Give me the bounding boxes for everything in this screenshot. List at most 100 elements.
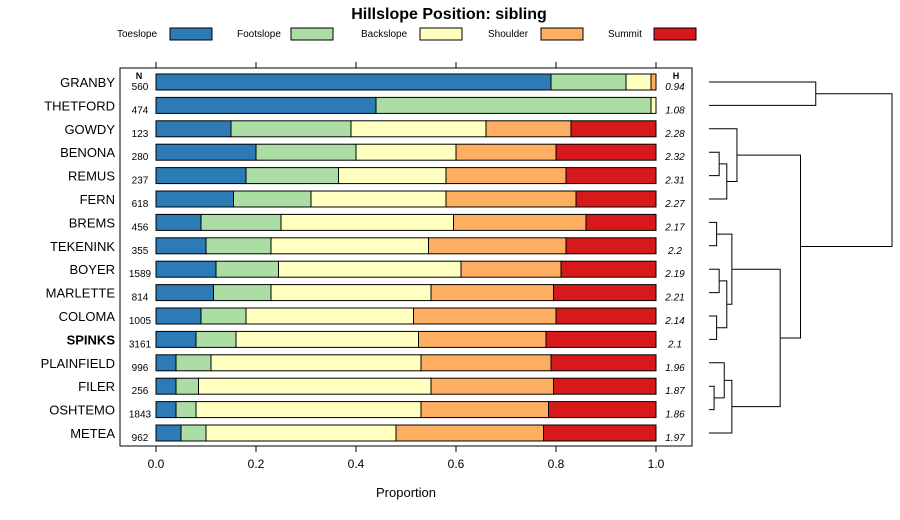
- category-label: TEKENINK: [50, 239, 115, 254]
- row-brems: BREMS 456 2.17: [69, 213, 685, 233]
- bar-segment-backslope: [278, 260, 462, 278]
- n-value: 474: [132, 105, 149, 116]
- h-value: 2.2: [667, 246, 682, 257]
- row-thetford: THETFORD 474 1.08: [44, 96, 685, 116]
- bar-segment-backslope: [245, 307, 414, 325]
- bar-segment-summit: [555, 143, 657, 161]
- bar-segment-summit: [553, 377, 657, 395]
- bar-segment-footslope: [175, 377, 199, 395]
- row-tekenink: TEKENINK 355 2.2: [50, 237, 682, 257]
- bar-segment-backslope: [270, 284, 432, 302]
- n-value: 280: [132, 152, 149, 163]
- legend-label-footslope: Footslope: [237, 29, 281, 40]
- bar-segment-summit: [565, 237, 657, 255]
- bar-segment-shoulder: [418, 330, 547, 348]
- n-value: 1843: [129, 410, 152, 421]
- n-value: 256: [132, 386, 149, 397]
- bar-segment-shoulder: [445, 167, 567, 185]
- n-value: 814: [132, 293, 149, 304]
- bar-segment-toeslope: [155, 307, 202, 325]
- n-value: 996: [132, 363, 149, 374]
- row-fern: FERN 618 2.27: [80, 190, 685, 210]
- bar-segment-summit: [585, 213, 657, 231]
- bar-segment-shoulder: [460, 260, 562, 278]
- bar-segment-backslope: [210, 354, 422, 372]
- bar-segment-summit: [565, 167, 657, 185]
- dendrogram-branch: [709, 315, 718, 340]
- category-label: COLOMA: [59, 309, 116, 324]
- h-value: 2.1: [667, 339, 682, 350]
- category-label: GRANBY: [60, 75, 115, 90]
- h-value: 1.08: [665, 105, 685, 116]
- dendrogram-branch: [709, 128, 738, 182]
- n-value: 962: [132, 433, 149, 444]
- bar-segment-toeslope: [155, 401, 177, 419]
- x-axis-label: Proportion: [376, 485, 436, 500]
- dendrogram-branch: [709, 362, 725, 399]
- n-value: 560: [132, 82, 149, 93]
- bar-segment-backslope: [625, 73, 652, 91]
- bar-segment-toeslope: [155, 260, 217, 278]
- x-tick-label: 0.2: [248, 457, 265, 471]
- bar-segment-summit: [575, 190, 657, 208]
- row-gowdy: GOWDY 123 2.28: [64, 120, 685, 140]
- row-filer: FILER 256 1.87: [78, 377, 685, 397]
- h-header: H: [673, 71, 680, 81]
- h-value: 2.31: [664, 176, 684, 187]
- row-oshtemo: OSHTEMO 1843 1.86: [49, 401, 685, 421]
- bar-segment-backslope: [650, 96, 657, 114]
- dendrogram: [709, 81, 893, 434]
- bar-segment-shoulder: [455, 143, 557, 161]
- bar-segment-shoulder: [453, 213, 587, 231]
- bar-segment-summit: [543, 424, 657, 442]
- bar-segment-summit: [553, 284, 657, 302]
- plot-panel: [119, 67, 693, 447]
- bar-segment-shoulder: [485, 120, 572, 138]
- row-granby: GRANBY 560 0.94: [60, 73, 685, 93]
- legend-label-toeslope: Toeslope: [117, 29, 157, 40]
- row-marlette: MARLETTE 814 2.21: [46, 284, 685, 304]
- bar-segment-footslope: [233, 190, 312, 208]
- dendrogram-branch: [736, 154, 801, 339]
- bar-segment-summit: [545, 330, 657, 348]
- bar-segment-shoulder: [395, 424, 544, 442]
- bar-segment-toeslope: [155, 73, 552, 91]
- h-value: 0.94: [665, 82, 685, 93]
- bar-segment-backslope: [310, 190, 447, 208]
- bar-segment-toeslope: [155, 96, 377, 114]
- n-value: 237: [132, 176, 149, 187]
- category-label: THETFORD: [44, 98, 115, 113]
- bar-segment-backslope: [338, 167, 447, 185]
- x-tick-label: 1.0: [648, 457, 665, 471]
- x-tick-label: 0.0: [148, 457, 165, 471]
- bar-segment-summit: [570, 120, 657, 138]
- chart-title: Hillslope Position: sibling: [351, 6, 547, 23]
- dendrogram-branch: [709, 221, 718, 247]
- bar-segment-toeslope: [155, 424, 182, 442]
- category-label: GOWDY: [64, 122, 115, 137]
- category-label: SPINKS: [67, 332, 116, 347]
- n-value: 123: [132, 129, 149, 140]
- n-value: 618: [132, 199, 149, 210]
- legend-swatch-backslope: [419, 27, 463, 41]
- h-value: 2.28: [664, 129, 685, 140]
- category-label: BENONA: [60, 145, 115, 160]
- h-value: 2.21: [664, 293, 684, 304]
- row-spinks: SPINKS 3161 2.1: [67, 330, 682, 350]
- h-value: 2.17: [664, 222, 685, 233]
- bar-segment-toeslope: [155, 330, 197, 348]
- row-coloma: COLOMA 1005 2.14: [59, 307, 685, 327]
- category-label: BREMS: [69, 215, 116, 230]
- category-label: PLAINFIELD: [41, 356, 115, 371]
- bar-segment-summit: [555, 307, 657, 325]
- h-value: 2.32: [664, 152, 685, 163]
- bar-segment-shoulder: [650, 73, 657, 91]
- x-tick-label: 0.8: [548, 457, 565, 471]
- category-label: BOYER: [69, 262, 115, 277]
- legend-swatch-toeslope: [169, 27, 213, 41]
- bar-segment-shoulder: [430, 284, 554, 302]
- dendrogram-branch: [800, 93, 893, 248]
- legend-swatch-shoulder: [540, 27, 584, 41]
- h-value: 1.97: [665, 433, 685, 444]
